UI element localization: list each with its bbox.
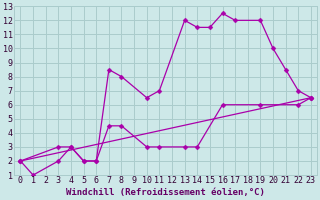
X-axis label: Windchill (Refroidissement éolien,°C): Windchill (Refroidissement éolien,°C) [66, 188, 265, 197]
